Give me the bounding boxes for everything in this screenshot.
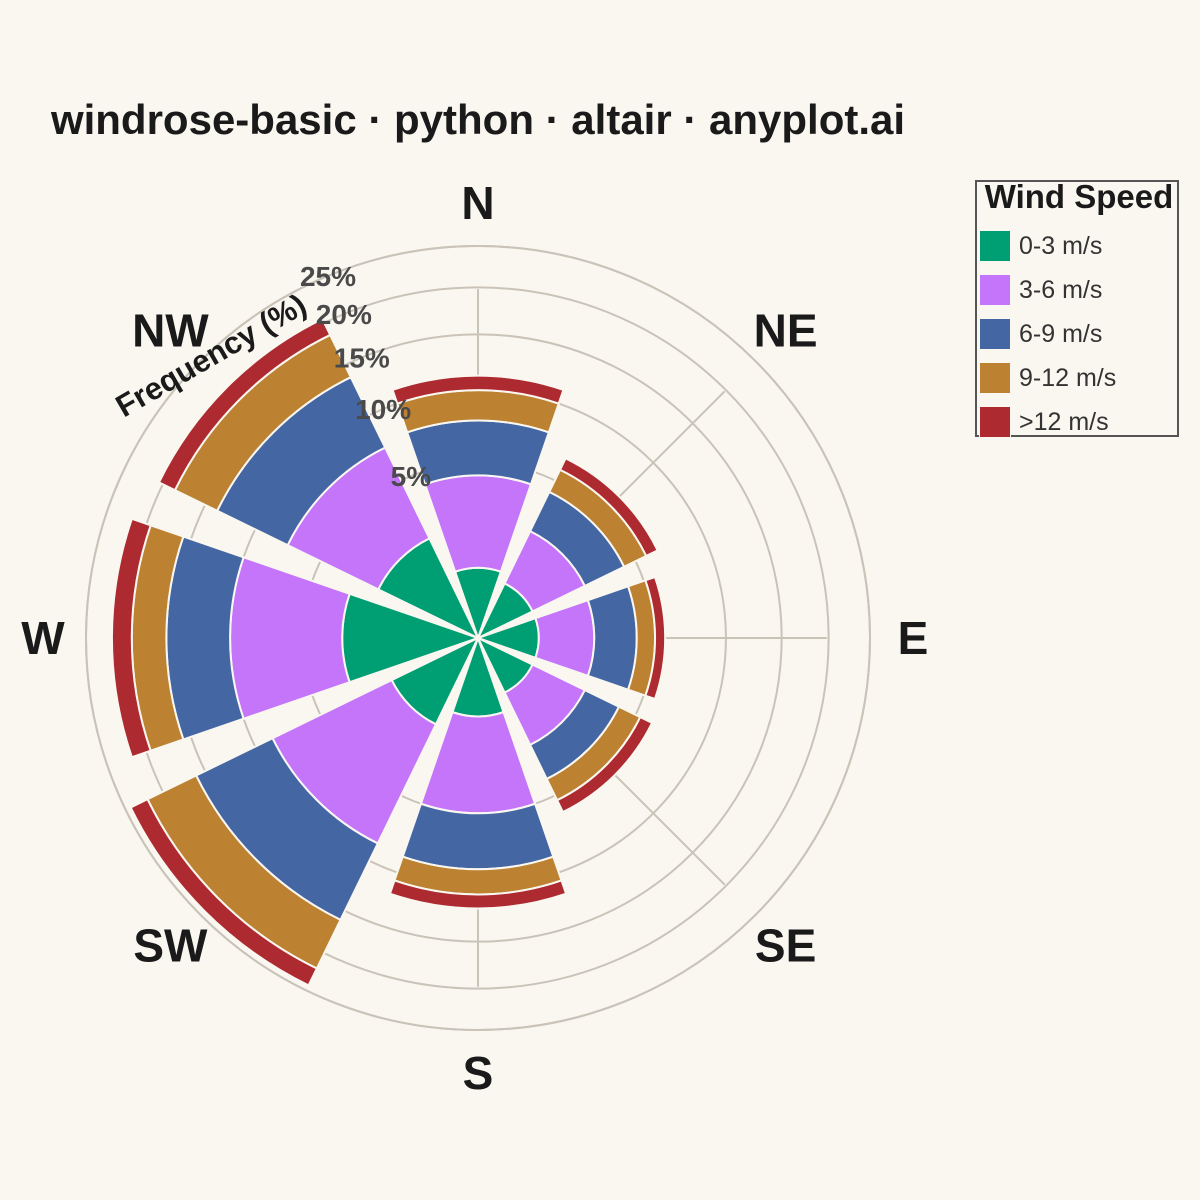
direction-label: E (898, 612, 929, 664)
radial-tick-label: 5% (391, 461, 432, 492)
legend-label: >12 m/s (1019, 408, 1109, 436)
wedge-s (388, 879, 568, 910)
direction-label: W (21, 612, 65, 664)
direction-label: SE (755, 920, 816, 972)
legend-label: 3-6 m/s (1019, 276, 1103, 304)
radial-tick-label: 10% (355, 394, 411, 425)
radial-tick-label: 20% (316, 299, 372, 330)
wedge-s (401, 802, 555, 871)
grid-ring-outer (85, 245, 871, 1031)
wedge-e (644, 575, 667, 701)
direction-label: SW (133, 920, 208, 972)
legend-label: 9-12 m/s (1019, 364, 1117, 392)
wedge-n (391, 374, 565, 405)
legend-swatch (979, 230, 1011, 262)
wedge-e (534, 598, 596, 678)
legend-swatch (979, 274, 1011, 306)
legend: Wind Speed 0-3 m/s 3-6 m/s 6-9 m/s 9-12 … (975, 178, 1179, 438)
radial-tick-label: 15% (334, 342, 390, 373)
legend-label: 0-3 m/s (1019, 232, 1103, 260)
wedge-se (555, 715, 654, 814)
direction-label: S (463, 1047, 494, 1099)
legend-swatch (979, 318, 1011, 350)
chart-title: windrose-basic · python · altair · anypl… (50, 96, 906, 143)
wedge-nw (157, 317, 332, 492)
direction-label: NW (132, 304, 209, 356)
wedge-s (419, 710, 537, 815)
legend-swatch (979, 406, 1011, 438)
legend-label: 6-9 m/s (1019, 320, 1103, 348)
radial-tick-label: 25% (300, 261, 356, 292)
direction-label: NE (754, 304, 818, 356)
wedge-n (423, 474, 533, 573)
direction-label: N (461, 177, 494, 229)
wedge-e (586, 585, 638, 691)
wedge-w (110, 517, 152, 759)
wedge-w (229, 556, 351, 720)
wedge-ne (558, 457, 659, 558)
legend-swatch (979, 362, 1011, 394)
legend-title: Wind Speed (984, 178, 1174, 215)
wedge-sw (129, 797, 319, 987)
